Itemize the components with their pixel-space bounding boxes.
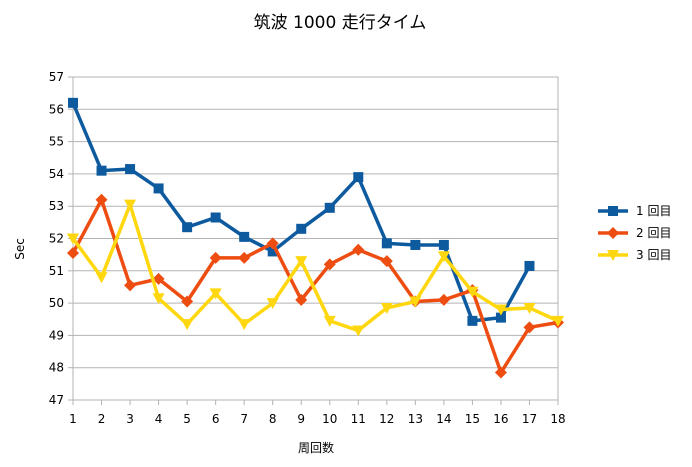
legend-label: 1 回目	[636, 204, 671, 218]
series-1-point	[153, 183, 164, 194]
y-axis-ticks: 47 48 49 50 51 52 53 54 55 56 57	[49, 70, 73, 407]
y-tick-label: 52	[49, 232, 64, 246]
series-3-line	[71, 202, 559, 333]
series-3-point	[238, 319, 251, 331]
series-3-point	[67, 233, 79, 245]
series-group	[67, 97, 564, 379]
x-tick-label: 6	[212, 412, 220, 426]
series-3-point	[209, 288, 222, 300]
series-1-point	[410, 239, 421, 250]
series-1-point	[239, 231, 250, 242]
series-1-point	[68, 97, 78, 108]
y-tick-label: 57	[49, 70, 64, 84]
series-2-point	[494, 366, 507, 379]
x-axis-ticks: 1 2 3 4 5 6 7 8 9 10 11 12 13 14 15 16 17 18	[69, 400, 566, 426]
x-tick-label: 8	[269, 412, 277, 426]
x-tick-label: 12	[379, 412, 394, 426]
series-3-point	[380, 302, 393, 314]
series-2-point	[266, 237, 279, 250]
x-tick-label: 1	[69, 412, 77, 426]
series-1-point	[210, 212, 221, 223]
series-1-point	[381, 238, 392, 249]
series-2-point	[295, 293, 308, 306]
x-tick-label: 7	[240, 412, 248, 426]
y-tick-label: 53	[49, 199, 64, 213]
legend-swatch-marker	[608, 206, 618, 216]
series-3-point	[409, 296, 422, 308]
series-3-point	[124, 199, 137, 211]
series-1-point	[267, 246, 278, 257]
x-tick-label: 11	[351, 412, 366, 426]
y-tick-label: 47	[49, 393, 64, 407]
series-3	[67, 199, 564, 337]
x-tick-label: 18	[550, 412, 565, 426]
series-3-point	[352, 325, 365, 337]
series-2-point	[238, 251, 251, 264]
series-1-point	[495, 312, 506, 323]
series-3-point	[323, 315, 336, 327]
series-2-point	[523, 321, 536, 334]
series-2-point	[67, 247, 79, 260]
series-3-point	[437, 251, 450, 263]
series-3-point	[552, 315, 564, 327]
x-tick-label: 3	[126, 412, 134, 426]
series-2-point	[380, 255, 393, 268]
x-tick-label: 14	[436, 412, 451, 426]
y-tick-label: 49	[49, 328, 64, 342]
legend-swatch-marker	[607, 250, 619, 261]
x-tick-label: 16	[493, 412, 508, 426]
series-3-point	[152, 293, 165, 305]
x-tick-label: 15	[465, 412, 480, 426]
series-1-point	[182, 222, 193, 233]
legend-label: 2 回目	[636, 226, 671, 240]
grid-lines	[73, 76, 558, 401]
x-axis-label: 周回数	[298, 440, 334, 455]
x-tick-label: 2	[98, 412, 106, 426]
series-1-point	[324, 202, 335, 213]
y-tick-label: 55	[49, 135, 64, 149]
series-1-point	[438, 239, 449, 250]
x-tick-label: 5	[183, 412, 191, 426]
legend-swatch-marker	[607, 227, 619, 239]
series-2-point	[95, 193, 108, 206]
series-1-point	[524, 260, 535, 271]
series-3-point	[494, 304, 507, 316]
series-2-point	[437, 293, 450, 306]
y-tick-label: 48	[49, 361, 64, 375]
series-2-point	[209, 251, 222, 264]
x-tick-label: 4	[155, 412, 163, 426]
series-2-point	[124, 279, 137, 292]
series-3-point	[523, 302, 536, 314]
series-3-point	[266, 298, 279, 310]
series-1-point	[296, 223, 307, 234]
series-2-point	[152, 272, 165, 285]
series-3-point	[181, 319, 194, 331]
series-3-point	[95, 272, 108, 284]
series-3-point	[466, 286, 479, 298]
y-tick-label: 54	[49, 167, 64, 181]
series-1-point	[96, 165, 107, 176]
legend-label: 3 回目	[636, 248, 671, 262]
series-2-point	[181, 295, 194, 308]
series-2-point	[352, 243, 365, 256]
series-1-point	[353, 172, 364, 183]
legend: 1 回目 2 回目 3 回目	[598, 204, 671, 262]
x-tick-label: 13	[408, 412, 423, 426]
series-1-point	[125, 164, 136, 175]
series-1-point	[467, 315, 478, 326]
y-tick-label: 51	[49, 264, 64, 278]
x-tick-label: 10	[322, 412, 337, 426]
x-tick-label: 17	[522, 412, 537, 426]
chart-title: 筑波 1000 走行タイム	[254, 13, 427, 33]
y-tick-label: 56	[49, 102, 64, 116]
x-tick-label: 9	[297, 412, 305, 426]
y-axis-label: Sec	[13, 238, 27, 260]
y-tick-label: 50	[49, 296, 64, 310]
series-2-point	[323, 258, 336, 271]
series-3-point	[295, 256, 308, 268]
